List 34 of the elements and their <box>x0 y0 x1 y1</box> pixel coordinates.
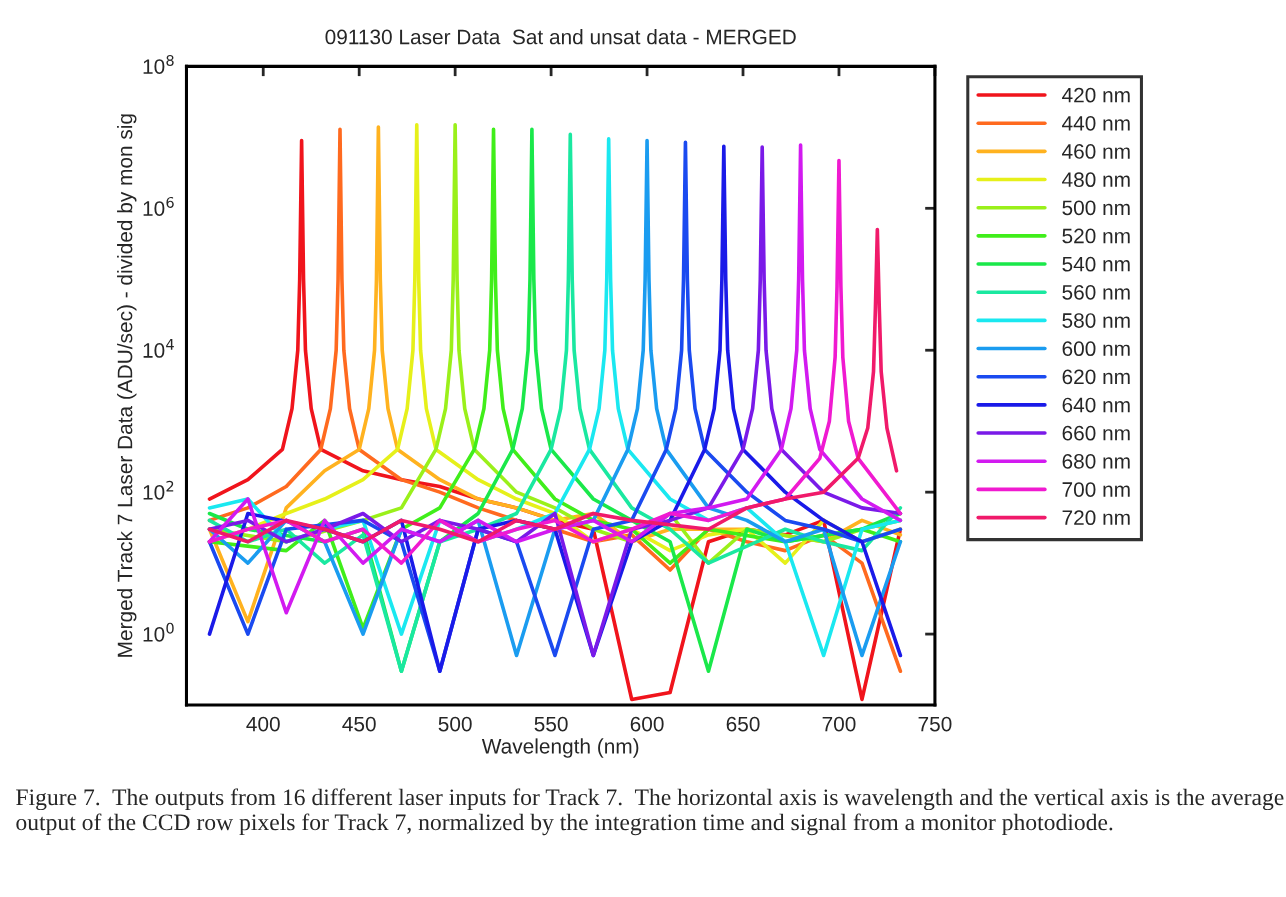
x-tick-label: 700 <box>822 716 856 732</box>
y-tick-label: 10$^{6}$ <box>143 196 174 216</box>
legend-label: 480 nm <box>1062 172 1130 188</box>
y-tick-label: 10$^{4}$ <box>143 339 174 358</box>
legend-label: 460 nm <box>1062 144 1130 159</box>
legend-label: 640 nm <box>1062 397 1130 413</box>
x-tick-label: 650 <box>726 716 760 732</box>
legend-label: 580 nm <box>1062 313 1130 328</box>
y-tick-label: 10$^{0}$ <box>143 622 174 642</box>
legend-label: 420 nm <box>1062 87 1130 103</box>
legend-label: 660 nm <box>1062 425 1130 441</box>
legend-label: 600 nm <box>1062 341 1130 357</box>
y-tick-label: 10$^{8}$ <box>143 54 174 74</box>
chart-title: 091130 Laser Data Sat and unsat data - MERGED <box>325 29 796 45</box>
legend-label: 520 nm <box>1062 228 1130 244</box>
legend-label: 700 nm <box>1062 482 1130 497</box>
y-tick-label: 10$^{2}$ <box>143 480 174 500</box>
caption: Figure 7. The outputs from 16 different laser inputs for Track 7. The horizontal axis is wavelength and the vertical axis is the average output of the CCD row pixels for Track 7, normalized by the integration time and signal from a monitor photodiode. <box>16 788 1284 836</box>
legend-label: 560 nm <box>1062 284 1130 300</box>
x-tick-label: 400 <box>246 716 280 732</box>
x-axis-title: Wavelength (nm) <box>481 738 639 758</box>
x-tick-label: 750 <box>918 716 952 732</box>
x-tick-label: 500 <box>438 716 472 732</box>
legend-label: 540 nm <box>1062 256 1130 272</box>
legend-label: 680 nm <box>1062 453 1130 469</box>
x-tick-label: 600 <box>630 716 664 732</box>
legend-label: 620 nm <box>1062 369 1130 385</box>
legend-label: 500 nm <box>1062 200 1130 216</box>
line-series <box>207 227 899 544</box>
legend-label: 720 nm <box>1062 510 1130 526</box>
x-tick-label: 550 <box>534 716 568 732</box>
legend-label: 440 nm <box>1062 115 1130 131</box>
y-axis-title: Merged Track 7 Laser Data (ADU/sec) - divided by mon sig <box>117 114 137 657</box>
x-tick-label: 450 <box>342 716 376 732</box>
